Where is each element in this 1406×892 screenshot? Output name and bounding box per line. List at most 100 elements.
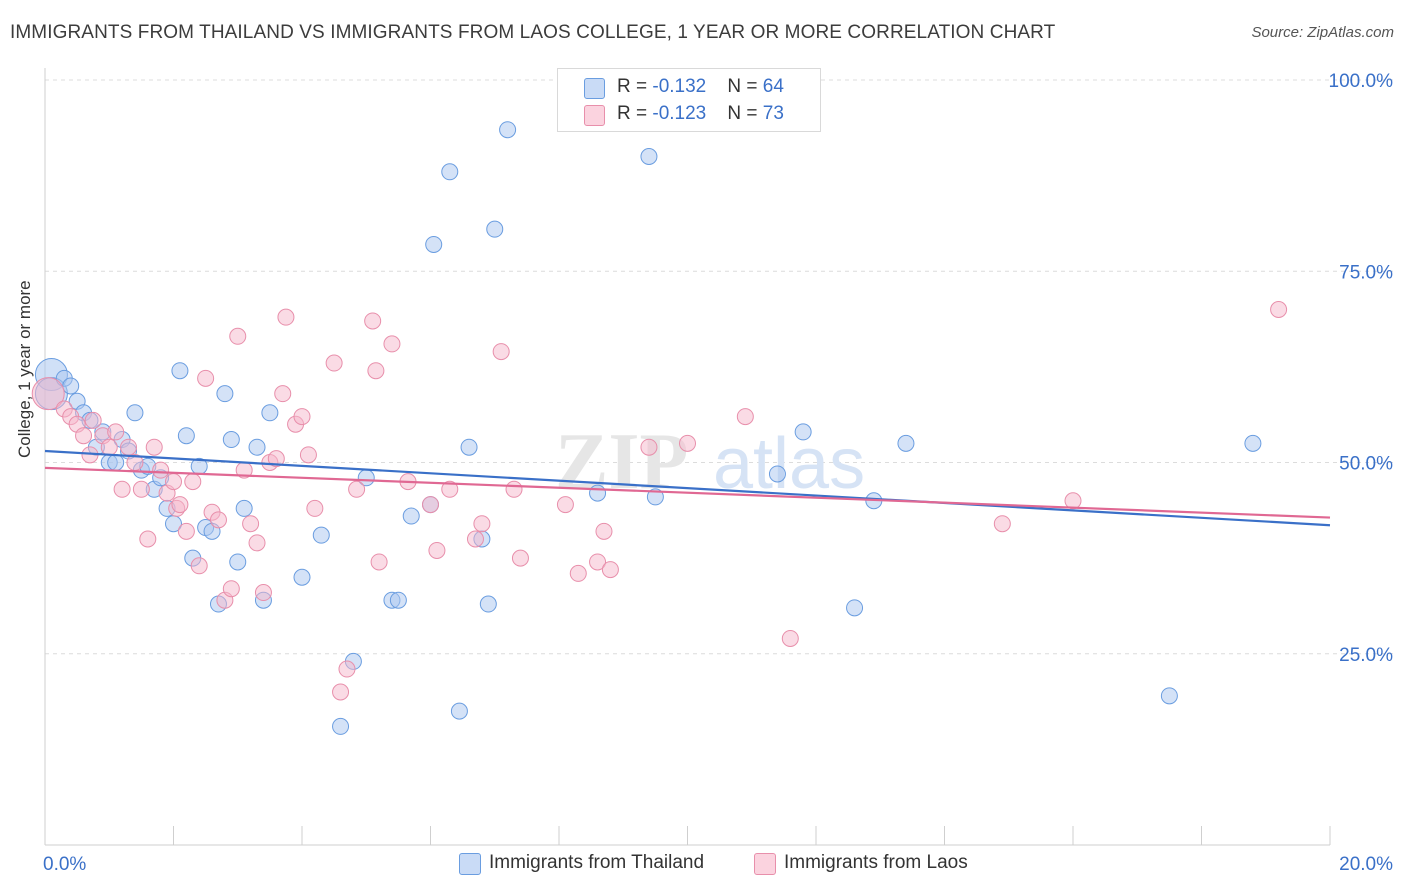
data-point — [781, 629, 799, 647]
data-point — [473, 515, 491, 533]
data-point — [897, 434, 915, 452]
data-point — [499, 121, 517, 139]
y-tick-label: 100.0% — [1329, 71, 1394, 92]
data-point — [126, 404, 144, 422]
data-point — [222, 431, 240, 449]
data-point — [595, 522, 613, 540]
data-point — [402, 507, 420, 525]
data-point — [177, 522, 195, 540]
data-point — [794, 423, 812, 441]
data-point — [107, 423, 125, 441]
legend-n-label: N = — [727, 76, 763, 97]
data-point — [165, 473, 182, 491]
y-tick-label: 75.0% — [1339, 262, 1393, 283]
chart-title: IMMIGRANTS FROM THAILAND VS IMMIGRANTS F… — [10, 22, 1056, 43]
data-point — [486, 220, 504, 238]
legend-r-value: -0.123 — [652, 103, 707, 124]
thailand-swatch — [584, 78, 605, 99]
data-point — [31, 377, 65, 411]
laos-swatch — [584, 105, 605, 126]
data-point — [120, 438, 138, 456]
data-point — [422, 496, 439, 514]
data-point — [184, 473, 202, 491]
data-point — [556, 496, 574, 514]
data-point — [254, 584, 272, 602]
data-point — [367, 362, 385, 380]
data-point — [338, 660, 356, 678]
data-point — [242, 515, 260, 533]
data-point — [1270, 301, 1288, 318]
data-point — [107, 454, 125, 471]
data-point — [601, 561, 619, 579]
legend-n-value: 73 — [762, 103, 784, 124]
y-tick-label: 50.0% — [1339, 454, 1393, 475]
data-point — [479, 595, 497, 613]
data-point — [216, 385, 234, 403]
data-point — [299, 446, 317, 464]
data-point — [222, 580, 240, 598]
data-point — [209, 511, 227, 529]
data-point — [441, 163, 459, 181]
grid-lines — [45, 79, 1394, 655]
legend-r-label: R = — [617, 76, 653, 97]
data-point — [293, 408, 311, 426]
data-point — [332, 717, 350, 735]
data-point — [229, 553, 247, 571]
thailand-points — [34, 121, 1262, 735]
watermark: ZIP atlas — [555, 418, 865, 506]
data-point — [492, 343, 510, 361]
bottom-legend-label: Immigrants from Thailand — [489, 852, 705, 873]
data-point — [306, 499, 324, 517]
data-point — [589, 553, 607, 571]
data-point — [511, 549, 529, 567]
data-point — [248, 534, 266, 552]
x-tick-label: 20.0% — [1339, 854, 1393, 875]
tick-labels: 25.0% 50.0% 75.0% 100.0% 0.0% 20.0% — [43, 71, 1393, 875]
trend-line-laos — [44, 466, 1331, 519]
legend-r-value: -0.132 — [652, 76, 707, 97]
data-point — [177, 427, 195, 445]
data-point — [569, 564, 587, 582]
data-point — [1064, 492, 1082, 510]
data-point — [460, 438, 478, 456]
bottom-legend-label: Immigrants from Laos — [784, 852, 968, 873]
trend-line-thailand — [44, 449, 1331, 527]
data-point — [235, 499, 253, 517]
data-point — [132, 480, 150, 498]
data-point — [274, 385, 292, 403]
thailand-swatch — [459, 853, 481, 875]
data-point — [145, 438, 163, 456]
legend-n-label: N = — [727, 103, 763, 124]
trend-lines — [44, 449, 1331, 527]
data-point — [113, 480, 131, 498]
data-point — [139, 530, 157, 548]
data-point — [389, 591, 407, 609]
data-point — [1244, 434, 1262, 452]
data-point — [640, 148, 658, 165]
data-point — [348, 480, 366, 498]
data-point — [450, 702, 468, 720]
data-point — [171, 496, 189, 514]
legend-n-value: 64 — [762, 76, 784, 97]
data-point — [441, 480, 459, 498]
data-point — [466, 530, 484, 548]
data-point — [267, 450, 285, 468]
data-point — [75, 427, 93, 445]
data-point — [261, 404, 279, 422]
source-label: Source: ZipAtlas.com — [1251, 24, 1394, 41]
data-point — [325, 354, 343, 372]
x-tick-label: 0.0% — [43, 854, 86, 875]
data-point — [293, 568, 311, 586]
data-point — [370, 553, 388, 571]
data-point — [62, 377, 80, 395]
data-point — [171, 362, 189, 380]
data-point — [428, 541, 446, 559]
data-point — [846, 599, 864, 617]
data-point — [152, 461, 170, 479]
data-point — [312, 526, 330, 544]
legend-r-label: R = — [617, 103, 653, 124]
data-point — [993, 515, 1011, 533]
data-point — [640, 438, 658, 456]
data-point — [679, 434, 696, 452]
